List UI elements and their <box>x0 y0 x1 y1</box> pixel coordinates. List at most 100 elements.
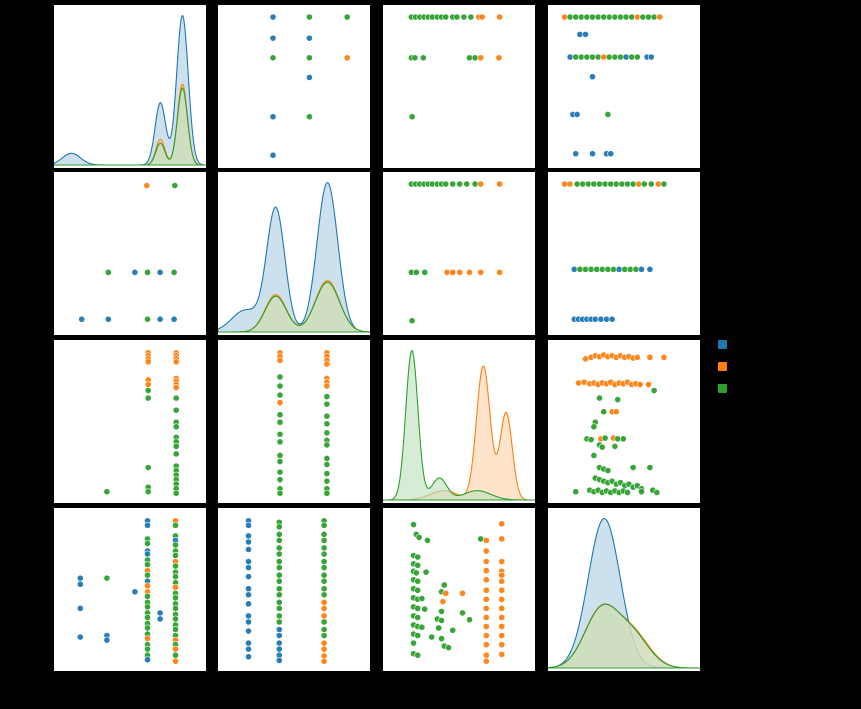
scatter-point <box>323 461 331 468</box>
scatter-point <box>583 13 591 21</box>
scatter-point <box>269 113 277 121</box>
scatter-point <box>323 489 331 497</box>
scatter-point <box>445 644 452 652</box>
scatter-point <box>566 13 574 21</box>
scatter-point <box>245 546 252 553</box>
scatter-point <box>482 614 490 621</box>
scatter-point <box>144 571 151 579</box>
scatter-point <box>603 315 610 323</box>
scatter-point <box>269 34 277 42</box>
scatter-point <box>633 13 641 21</box>
scatter-point <box>498 535 506 543</box>
scatter-point <box>438 617 445 624</box>
scatter-point <box>275 585 283 593</box>
scatter-point <box>275 657 283 664</box>
scatter-panel-3-1 <box>54 340 206 503</box>
scatter-panel-2-3-canvas <box>408 180 503 325</box>
scatter-point <box>276 452 284 459</box>
scatter-point <box>466 54 473 62</box>
scatter-point <box>577 13 585 21</box>
scatter-point <box>600 408 608 416</box>
legend-item-3[interactable] <box>718 384 735 393</box>
scatter-point <box>156 609 164 617</box>
scatter-point <box>410 521 417 528</box>
scatter-point <box>612 180 620 188</box>
scatter-point <box>610 265 617 273</box>
scatter-point <box>577 53 585 61</box>
scatter-point <box>466 616 473 624</box>
legend-item-1[interactable] <box>718 340 735 349</box>
scatter-point <box>275 605 283 612</box>
scatter-point <box>276 468 284 476</box>
scatter-point <box>566 53 574 61</box>
scatter-point <box>561 180 568 188</box>
scatter-point <box>131 588 139 596</box>
scatter-point <box>646 464 654 471</box>
scatter-point <box>596 394 603 402</box>
scatter-point <box>460 13 468 21</box>
scatter-point <box>170 315 178 323</box>
scatter-point <box>646 265 654 273</box>
scatter-panel-1-3-canvas <box>408 13 503 121</box>
scatter-point <box>449 626 457 634</box>
scatter-point <box>144 614 151 621</box>
scatter-point <box>320 544 328 552</box>
scatter-point <box>587 265 595 273</box>
scatter-point <box>593 265 601 273</box>
scatter-point <box>590 180 598 188</box>
scatter-point <box>589 13 596 21</box>
scatter-point <box>276 489 284 497</box>
scatter-point <box>579 180 587 188</box>
scatter-point <box>275 523 283 531</box>
scatter-point <box>615 265 623 273</box>
scatter-point <box>647 53 655 61</box>
scatter-point <box>575 379 582 387</box>
scatter-point <box>245 612 252 620</box>
scatter-point <box>421 269 429 276</box>
scatter-panel-3-4-canvas <box>572 351 668 496</box>
scatter-point <box>597 315 605 323</box>
scatter-point <box>570 265 578 273</box>
scatter-point <box>144 269 151 276</box>
scatter-point <box>156 315 164 323</box>
scatter-point <box>638 488 645 496</box>
scatter-point <box>414 605 422 612</box>
scatter-point <box>412 269 420 276</box>
scatter-point <box>172 615 179 623</box>
scatter-point <box>435 624 443 632</box>
scatter-point <box>566 180 574 188</box>
scatter-point <box>414 586 422 594</box>
scatter-point <box>323 382 331 390</box>
scatter-point <box>343 13 351 21</box>
scatter-point <box>103 488 111 496</box>
scatter-point <box>103 574 111 582</box>
scatter-point <box>589 150 596 158</box>
scatter-point <box>156 615 164 623</box>
scatter-point <box>144 387 152 394</box>
kde-curve-series-3 <box>54 87 206 166</box>
scatter-points <box>76 517 179 665</box>
scatter-point <box>580 378 588 386</box>
scatter-point <box>622 13 630 21</box>
scatter-point <box>275 558 283 565</box>
scatter-point <box>144 315 151 323</box>
scatter-point <box>245 564 252 571</box>
scatter-point <box>482 605 490 612</box>
scatter-point <box>323 400 331 408</box>
scatter-point <box>172 541 179 549</box>
scatter-point <box>172 657 179 665</box>
scatter-point <box>245 532 252 540</box>
legend-item-2[interactable] <box>718 362 735 371</box>
scatter-point <box>617 53 624 61</box>
scatter-point <box>471 54 479 62</box>
scatter-point <box>320 612 328 620</box>
scatter-panel-1-4 <box>548 5 700 168</box>
scatter-point <box>144 592 151 600</box>
scatter-point <box>600 13 608 21</box>
scatter-panel-4-3-canvas <box>410 520 506 665</box>
scatter-point <box>172 645 179 653</box>
scatter-point <box>611 53 619 61</box>
scatter-point <box>275 531 283 538</box>
scatter-point <box>103 636 111 644</box>
kde-panel-2-2-canvas <box>218 182 370 333</box>
